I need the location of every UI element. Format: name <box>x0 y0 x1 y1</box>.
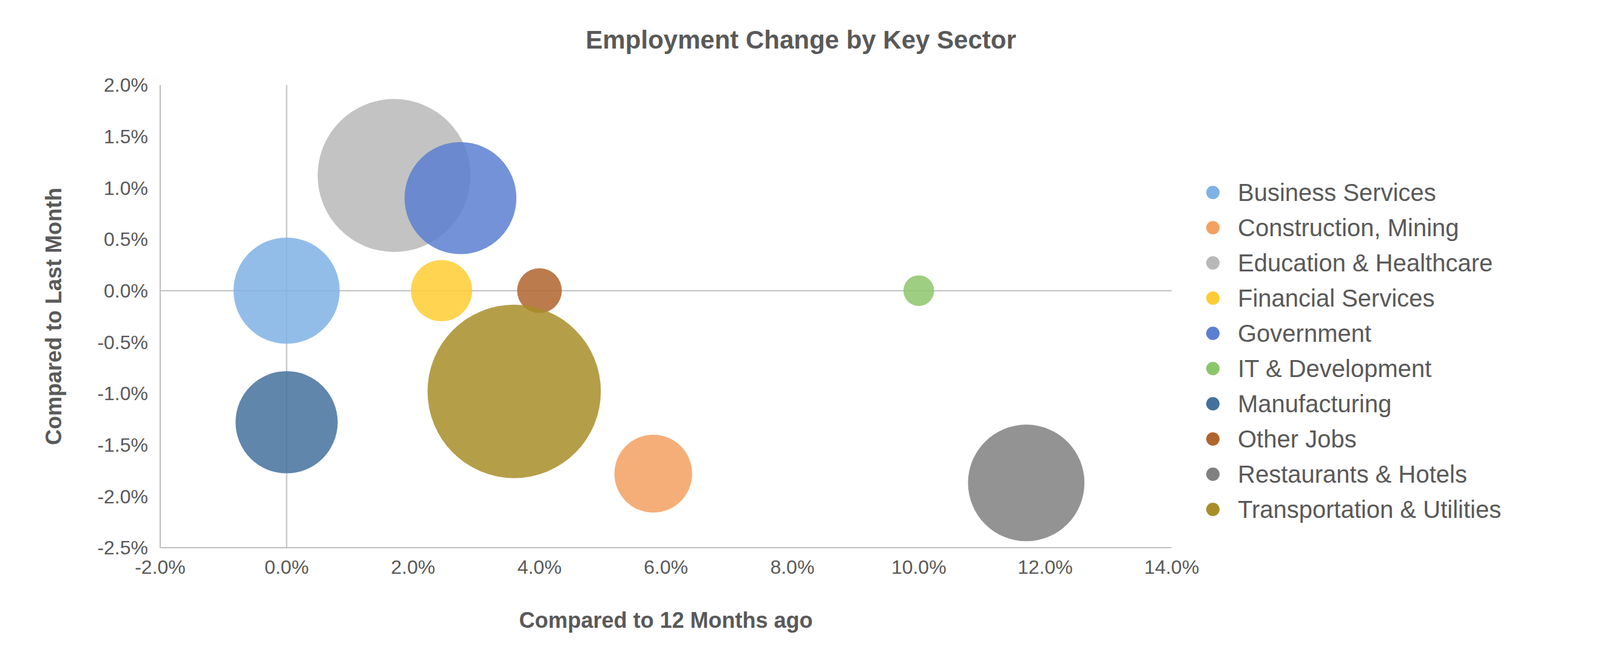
svg-text:0.5%: 0.5% <box>103 228 149 250</box>
html-text:Other Jobs: Other Jobs <box>1237 425 1357 452</box>
svg-text:8.0%: 8.0% <box>769 555 815 578</box>
svg-text:Compared to 12 Months ago: Compared to 12 Months ago <box>518 607 813 633</box>
svg-text:14.0%: 14.0% <box>1144 555 1200 578</box>
svg-text:12.0%: 12.0% <box>1017 555 1073 578</box>
html-text:Government: Government <box>1237 319 1372 347</box>
html-text:Manufacturing: Manufacturing <box>1237 389 1392 417</box>
svg-text:2.0%: 2.0% <box>103 74 149 96</box>
svg-text:-1.5%: -1.5% <box>97 433 149 456</box>
svg-text:2.0%: 2.0% <box>390 555 436 578</box>
svg-text:0.0%: 0.0% <box>264 555 309 578</box>
svg-text:-2.0%: -2.0% <box>97 485 149 508</box>
html-text:Education & Healthcare: Education & Healthcare <box>1237 249 1493 276</box>
svg-text:-2.5%: -2.5% <box>97 536 149 559</box>
html-text:Business Services: Business Services <box>1237 178 1437 206</box>
svg-text:10.0%: 10.0% <box>891 555 947 578</box>
svg-text:-1.0%: -1.0% <box>97 382 149 405</box>
svg-text:-0.5%: -0.5% <box>97 331 149 354</box>
svg-text:4.0%: 4.0% <box>517 555 562 578</box>
html-text:Employment Change by Key Secto: Employment Change by Key Sector <box>585 25 1017 55</box>
svg-text:Compared to Last Month: Compared to Last Month <box>41 187 67 445</box>
html-text:Financial Services: Financial Services <box>1237 284 1435 311</box>
html-text:Construction, Mining: Construction, Mining <box>1237 213 1459 241</box>
svg-text:1.0%: 1.0% <box>103 177 149 200</box>
svg-text:1.5%: 1.5% <box>103 125 149 148</box>
html-text:Restaurants & Hotels: Restaurants & Hotels <box>1237 460 1468 487</box>
svg-text:-2.0%: -2.0% <box>134 555 186 578</box>
svg-text:6.0%: 6.0% <box>643 555 689 578</box>
html-text:Transportation & Utilities: Transportation & Utilities <box>1237 495 1502 523</box>
svg-text:0.0%: 0.0% <box>103 279 149 302</box>
html-text:IT & Development: IT & Development <box>1237 354 1432 382</box>
